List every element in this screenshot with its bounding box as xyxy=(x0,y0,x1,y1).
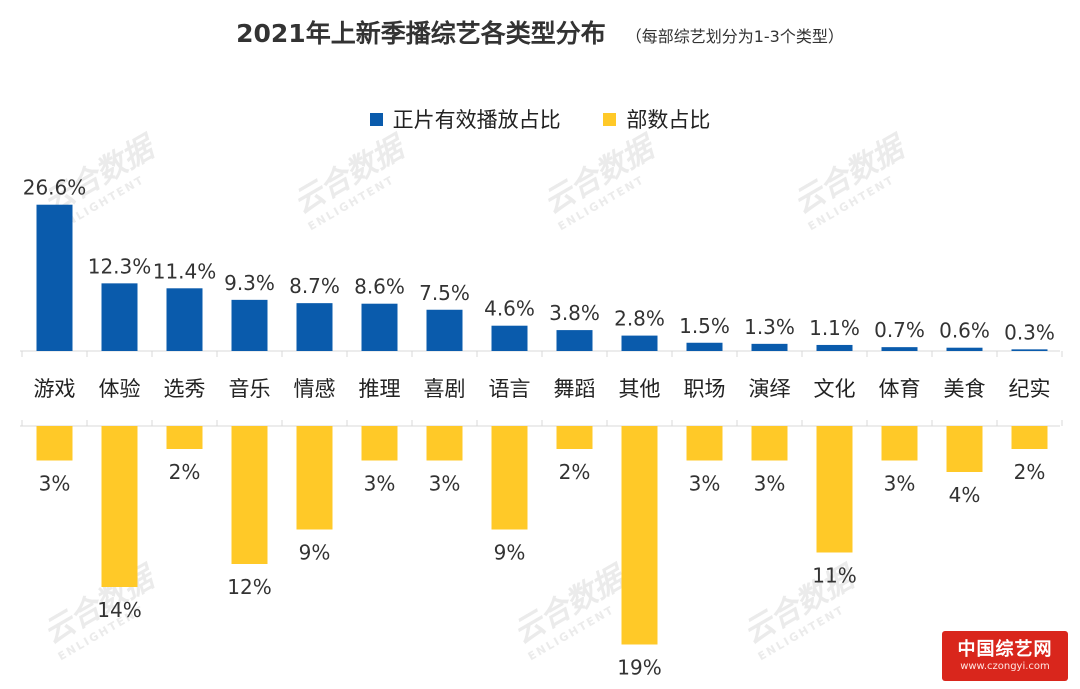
bar-playback-share xyxy=(751,343,788,351)
category-label: 体验 xyxy=(99,377,141,401)
data-label-count: 14% xyxy=(97,598,141,622)
data-label-playback: 9.3% xyxy=(224,271,275,295)
category-label: 情感 xyxy=(294,377,336,401)
bar-count-share xyxy=(881,426,918,461)
legend-label-count: 部数占比 xyxy=(626,108,711,132)
data-label-playback: 1.3% xyxy=(744,315,795,339)
site-logo-name: 中国综艺网 xyxy=(957,639,1053,660)
bar-playback-share xyxy=(816,344,853,351)
data-label-count: 3% xyxy=(39,472,71,496)
chart-subtitle: （每部综艺划分为1-3个类型） xyxy=(625,27,844,46)
data-label-count: 9% xyxy=(299,541,331,565)
bar-count-share xyxy=(946,426,983,472)
bar-count-share xyxy=(621,426,658,645)
bar-count-share xyxy=(556,426,593,449)
data-label-playback: 8.7% xyxy=(289,274,340,298)
bar-count-share xyxy=(166,426,203,449)
bar-playback-share xyxy=(361,303,398,351)
data-label-playback: 0.7% xyxy=(874,318,925,342)
data-label-playback: 26.6% xyxy=(23,176,87,200)
data-label-count: 3% xyxy=(429,472,461,496)
bar-playback-share xyxy=(881,347,918,351)
data-label-count: 19% xyxy=(617,656,661,680)
bar-count-share xyxy=(361,426,398,461)
data-label-playback: 3.8% xyxy=(549,301,600,325)
data-label-playback: 4.6% xyxy=(484,297,535,321)
category-label: 喜剧 xyxy=(424,377,466,401)
data-label-count: 2% xyxy=(169,460,201,484)
bar-count-share xyxy=(426,426,463,461)
bar-playback-share xyxy=(166,288,203,351)
data-label-playback: 2.8% xyxy=(614,307,665,331)
bar-playback-share xyxy=(36,204,73,351)
legend: 正片有效播放占比 部数占比 xyxy=(0,104,1080,134)
bar-count-share xyxy=(101,426,138,587)
bar-count-share xyxy=(816,426,853,553)
legend-item-count: 部数占比 xyxy=(603,104,710,134)
bar-playback-share xyxy=(1011,349,1048,351)
category-label: 游戏 xyxy=(34,377,76,401)
chart-title-block: 2021年上新季播综艺各类型分布 （每部综艺划分为1-3个类型） xyxy=(0,14,1080,50)
bar-playback-share xyxy=(946,347,983,351)
data-label-playback: 1.5% xyxy=(679,314,730,338)
data-label-count: 12% xyxy=(227,575,271,599)
bar-count-share xyxy=(231,426,268,564)
chart-title: 2021年上新季播综艺各类型分布 xyxy=(236,19,606,48)
category-label: 其他 xyxy=(619,377,661,401)
data-label-playback: 0.6% xyxy=(939,319,990,343)
category-label: 语言 xyxy=(489,377,531,401)
category-label: 职场 xyxy=(684,377,726,401)
data-label-playback: 0.3% xyxy=(1004,320,1055,344)
bar-playback-share xyxy=(101,283,138,351)
legend-swatch-blue xyxy=(369,113,383,126)
bar-count-share xyxy=(296,426,333,530)
data-label-playback: 1.1% xyxy=(809,316,860,340)
bar-count-share xyxy=(751,426,788,461)
bar-playback-share xyxy=(491,325,528,351)
category-label: 文化 xyxy=(814,377,856,401)
bar-count-share xyxy=(1011,426,1048,449)
bar-count-share xyxy=(36,426,73,461)
category-label: 纪实 xyxy=(1009,377,1051,401)
data-label-count: 3% xyxy=(884,472,916,496)
site-logo-url: www.czongyi.com xyxy=(960,661,1050,672)
data-label-count: 3% xyxy=(754,472,786,496)
data-label-count: 4% xyxy=(949,483,981,507)
data-label-count: 11% xyxy=(812,564,856,588)
data-label-count: 3% xyxy=(364,472,396,496)
category-label: 选秀 xyxy=(164,377,206,401)
data-label-playback: 12.3% xyxy=(88,254,152,278)
category-label: 体育 xyxy=(879,377,921,401)
category-label: 音乐 xyxy=(229,377,271,401)
bar-playback-share xyxy=(296,303,333,351)
bar-playback-share xyxy=(556,330,593,351)
site-logo-badge: 中国综艺网 www.czongyi.com xyxy=(942,631,1068,681)
category-label: 舞蹈 xyxy=(554,377,596,401)
bar-playback-share xyxy=(426,309,463,351)
data-label-playback: 7.5% xyxy=(419,281,470,305)
bar-playback-share xyxy=(621,335,658,351)
category-label: 演绎 xyxy=(749,377,791,401)
legend-label-playback: 正片有效播放占比 xyxy=(392,108,561,132)
data-label-count: 9% xyxy=(494,541,526,565)
legend-item-playback: 正片有效播放占比 xyxy=(369,104,561,134)
legend-swatch-yellow xyxy=(603,113,617,126)
bar-count-share xyxy=(491,426,528,530)
data-label-playback: 8.6% xyxy=(354,275,405,299)
bar-playback-share xyxy=(231,299,268,351)
bar-playback-share xyxy=(686,342,723,351)
data-label-playback: 11.4% xyxy=(153,259,217,283)
data-label-count: 3% xyxy=(689,472,721,496)
bar-count-share xyxy=(686,426,723,461)
category-label: 美食 xyxy=(944,377,986,401)
data-label-count: 2% xyxy=(559,460,591,484)
data-label-count: 2% xyxy=(1014,460,1046,484)
category-label: 推理 xyxy=(359,377,401,401)
